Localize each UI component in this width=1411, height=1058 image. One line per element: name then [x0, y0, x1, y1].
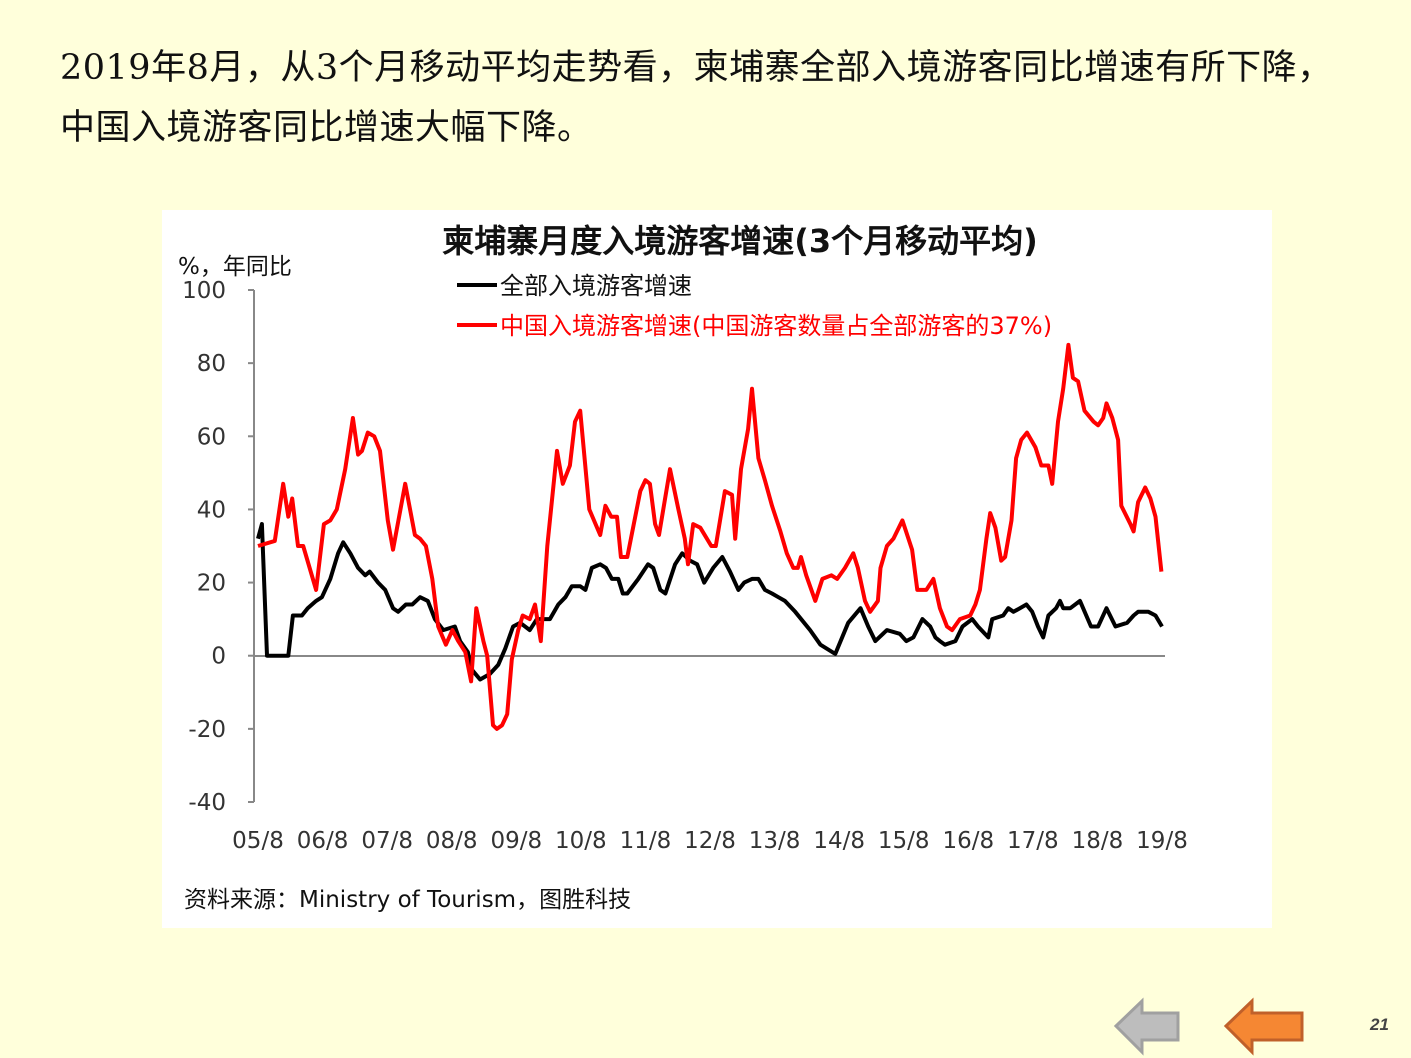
- prev-arrow-button[interactable]: [1113, 997, 1180, 1056]
- series-line-china-visitors: [257, 342, 1164, 731]
- x-tick-label: 08/8: [426, 828, 478, 854]
- x-tick-label: 14/8: [813, 828, 865, 854]
- x-tick-label: 11/8: [620, 828, 672, 854]
- page-number: 21: [1370, 1015, 1389, 1034]
- y-tick-label: 100: [182, 278, 226, 304]
- y-tick-label: 20: [197, 571, 226, 597]
- series-lines: [256, 342, 1164, 731]
- legend-label-all: 全部入境游客增速: [500, 272, 692, 300]
- y-tick-label: 40: [197, 497, 226, 523]
- series-line-all-visitors: [256, 522, 1164, 682]
- x-tick-label: 16/8: [942, 828, 994, 854]
- x-tick-label: 07/8: [361, 828, 413, 854]
- x-ticks: 05/8 06/8 07/8 08/8 09/8 10/8 11/8 12/8 13/8 14/8…: [232, 828, 1188, 854]
- legend-label-china: 中国入境游客增速(中国游客数量占全部游客的37%): [500, 312, 1052, 340]
- y-tick-label: 60: [197, 424, 226, 450]
- source-note: 资料来源：Ministry of Tourism，图胜科技: [184, 887, 632, 913]
- x-tick-label: 12/8: [684, 828, 736, 854]
- x-tick-label: 06/8: [297, 828, 349, 854]
- x-tick-label: 09/8: [490, 828, 542, 854]
- x-tick-label: 15/8: [878, 828, 930, 854]
- chart-title: 柬埔寨月度入境游客增速(3个月移动平均): [442, 222, 1038, 260]
- y-tick-label: -40: [188, 790, 226, 816]
- y-tick-label: 0: [211, 644, 226, 670]
- y-ticks: 100 80 60 40 20 0 -20 -40: [182, 278, 254, 816]
- headline: 2019年8月，从3个月移动平均走势看，柬埔寨全部入境游客同比增速有所下降，中国…: [60, 48, 1333, 148]
- chart-panel: [162, 210, 1272, 928]
- x-tick-label: 13/8: [749, 828, 801, 854]
- x-tick-label: 17/8: [1007, 828, 1059, 854]
- x-tick-label: 05/8: [232, 828, 284, 854]
- x-tick-label: 18/8: [1072, 828, 1124, 854]
- y-axis-label: %，年同比: [178, 254, 292, 280]
- x-tick-label: 10/8: [555, 828, 607, 854]
- y-tick-label: -20: [188, 717, 226, 743]
- y-tick-label: 80: [197, 351, 226, 377]
- back-arrow-button[interactable]: [1223, 997, 1304, 1056]
- legend: 全部入境游客增速 中国入境游客增速(中国游客数量占全部游客的37%): [457, 272, 1052, 340]
- x-tick-label: 19/8: [1136, 828, 1188, 854]
